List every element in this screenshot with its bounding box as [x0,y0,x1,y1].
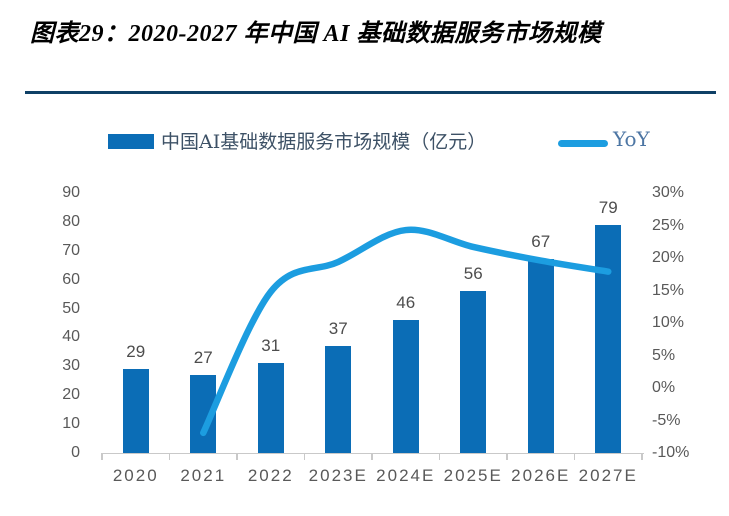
x-axis-tick-mark [641,454,643,460]
bar-value-label: 46 [396,293,416,313]
legend-bar-swatch [108,134,154,149]
left-axis-tick: 30 [62,357,80,375]
right-axis-tick: 5% [652,346,676,364]
bar-2024E [392,320,419,453]
x-axis-label-2020: 2020 [112,466,159,485]
x-axis-tick-mark [438,454,441,460]
yoy-line-layer [200,226,612,437]
x-axis-tick-mark [236,454,238,460]
bar-value-label: 37 [328,319,348,339]
left-axis-tick: 0 [71,444,80,461]
bar-2025E [460,291,487,453]
x-axis-label-2024E: 2024E [376,466,436,485]
bar-value-label: 67 [531,232,551,252]
left-axis-tick: 10 [62,415,80,433]
x-axis-label-2022: 2022 [247,466,294,485]
left-axis-labels: 0 10 20 30 40 50 60 70 80 90 [30,184,80,461]
bar-2027E [595,224,622,453]
right-axis-tick: 0% [652,379,676,396]
legend-bar-label: 中国AI基础数据服务市场规模（亿元） [161,131,487,153]
bar-value-label: 27 [193,348,213,367]
right-axis-labels: -10% -5% 0% 5% 10% 15% 20% 25% 30% [652,184,722,461]
bar-value-label: 29 [126,342,146,362]
bar-2026E [527,259,554,453]
right-axis-tick: 10% [652,314,685,331]
left-axis-tick: 50 [62,299,80,317]
bar-value-label: 79 [598,197,618,217]
bar-value-label: 56 [463,264,483,284]
x-axis-tick-mark [573,454,576,460]
x-axis-tick-mark [506,454,508,460]
bar-value-label: 31 [261,336,281,356]
x-axis-tick-mark [168,454,171,460]
right-axis-tick: -10% [652,444,690,461]
legend-line-swatch [558,140,608,147]
right-axis-tick: 30% [652,184,685,201]
x-axis-labels: 2020 2021 2022 2023E 2024E 2025E 2026E 2027E [102,466,642,490]
x-axis-line [101,453,644,454]
x-axis-tick-mark [371,454,373,460]
legend-line-label: YoY [613,127,650,151]
left-axis-tick: 40 [62,328,80,346]
right-axis-tick: -5% [652,411,681,429]
x-axis-label-2027E: 2027E [578,466,638,485]
right-axis-tick: 25% [652,216,685,234]
left-axis-tick: 70 [62,241,80,259]
left-axis-tick: 60 [62,270,80,288]
bar-2020 [122,369,149,453]
right-axis-tick: 15% [652,281,685,299]
x-axis-label-2023E: 2023E [308,466,368,485]
right-axis-tick: 20% [652,249,685,266]
bar-2023E [325,346,352,453]
x-axis-label-2026E: 2026E [511,466,571,485]
left-axis-tick: 20 [62,386,80,404]
x-axis-label-2025E: 2025E [443,466,503,485]
title-divider [25,91,716,94]
x-axis-tick-mark [303,454,306,460]
x-axis-label-2021: 2021 [180,466,227,485]
left-axis-tick: 90 [62,184,80,201]
plot-area: 29 27 31 37 46 56 67 79 [101,193,644,460]
yoy-line [200,226,612,437]
figure-title: 图表29：2020-2027 年中国 AI 基础数据服务市场规模 [30,21,602,47]
x-axis-tick-mark [101,454,103,460]
bar-2022 [257,363,284,453]
left-axis-tick: 80 [62,212,80,230]
